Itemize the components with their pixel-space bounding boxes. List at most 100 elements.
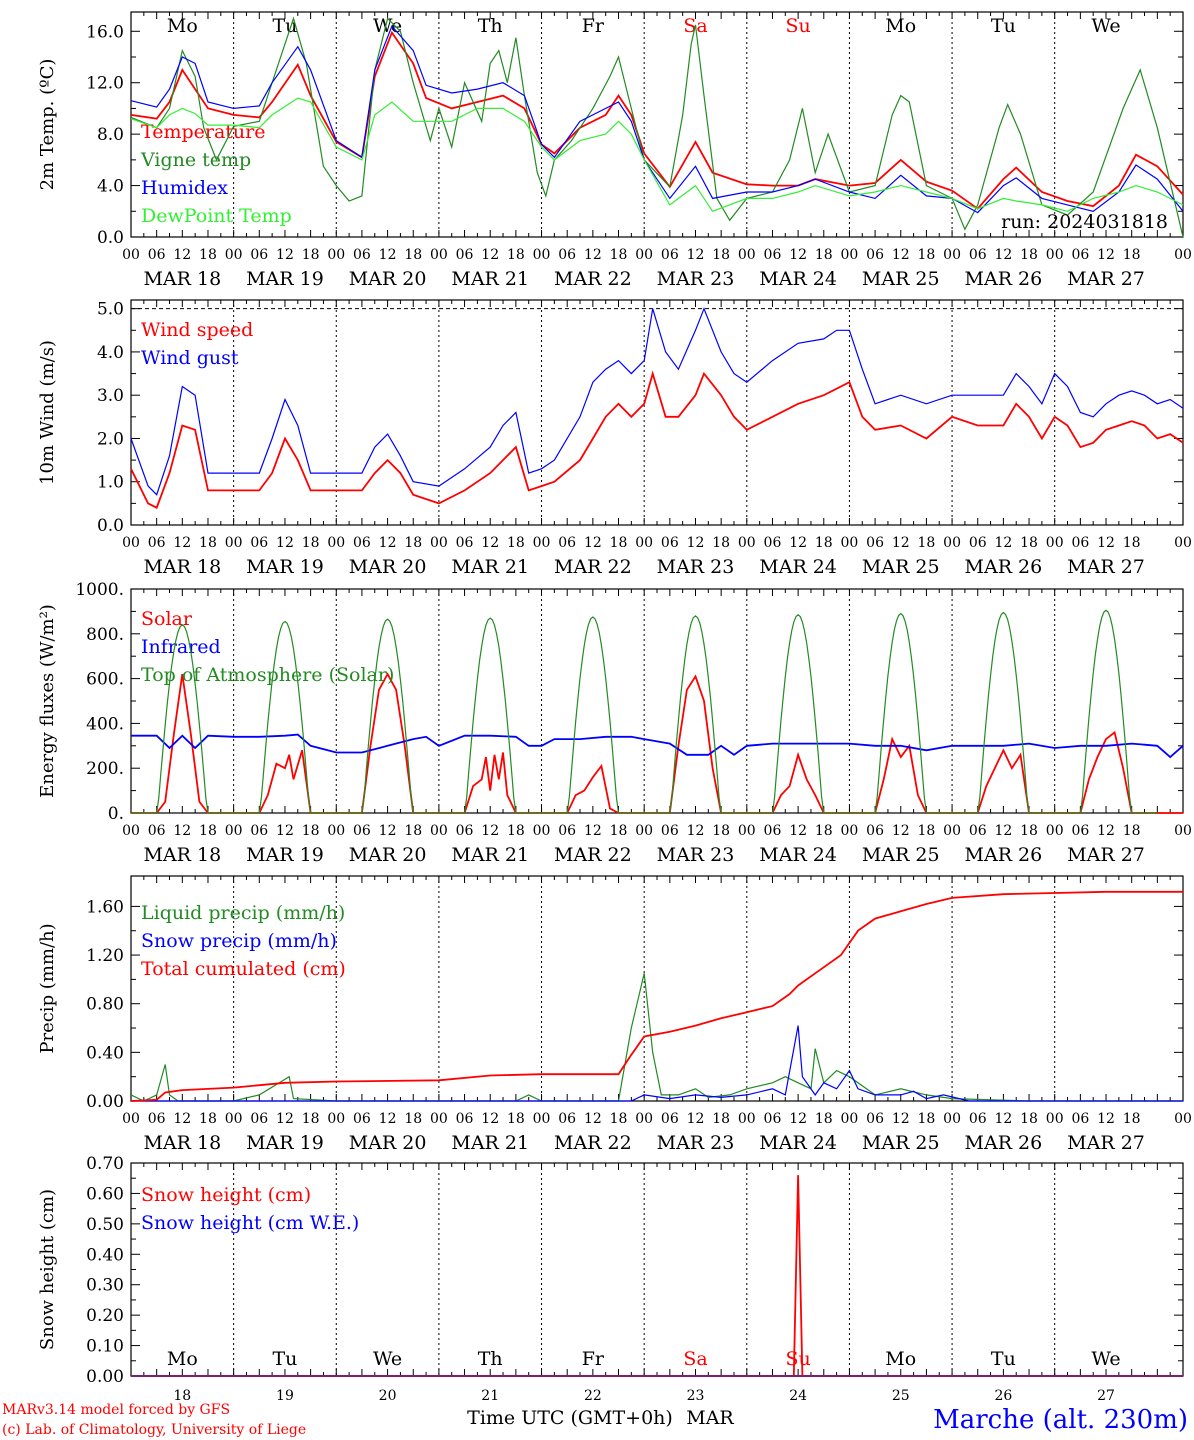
x-hour-label: 12 (687, 535, 705, 551)
x-hour-label: 00 (738, 1111, 756, 1127)
y-tick-label: 2.0 (97, 429, 124, 449)
x-date-label: MAR 26 (965, 1132, 1043, 1154)
x-hour-label: 00 (635, 1111, 653, 1127)
legend-entry: Infrared (141, 636, 221, 658)
x-hour-label: 00 (1174, 823, 1192, 839)
x-hour-label: 18 (918, 535, 936, 551)
y-tick-label: 0.60 (86, 1184, 124, 1204)
x-hour-label: 06 (764, 823, 782, 839)
x-hour-label: 18 (404, 1111, 422, 1127)
x-hour-label: 18 (1123, 247, 1141, 263)
x-date-label: MAR 24 (759, 1132, 837, 1154)
x-hour-label: 06 (250, 535, 268, 551)
x-hour-label: 18 (1020, 247, 1038, 263)
x-hour-label: 18 (815, 535, 833, 551)
credit-lab: (c) Lab. of Climatology, University of L… (2, 1422, 306, 1438)
legend-entry: Top of Atmosphere (Solar) (141, 664, 394, 686)
x-hour-label: 06 (866, 535, 884, 551)
x-hour-label: 00 (841, 247, 859, 263)
legend-entry: Total cumulated (cm) (141, 958, 346, 980)
y-tick-label: 0.80 (86, 995, 124, 1015)
x-hour-label: 18 (712, 535, 730, 551)
x-date-label: MAR 23 (657, 844, 735, 866)
x-date-label: MAR 25 (862, 556, 940, 578)
x-date-label: MAR 20 (349, 1132, 427, 1154)
weekday-label: Fr (582, 1348, 605, 1370)
weekday-label: Sa (683, 1348, 707, 1370)
x-hour-label: 00 (841, 535, 859, 551)
x-hour-label: 00 (533, 823, 551, 839)
x-date-label: MAR 23 (657, 268, 735, 290)
x-hour-label: 12 (584, 535, 602, 551)
x-hour-label: 18 (507, 535, 525, 551)
x-hour-label: 18 (610, 1111, 628, 1127)
y-tick-label: 5.0 (97, 300, 124, 320)
x-hour-label: 18 (302, 535, 320, 551)
weekday-label: Tu (272, 15, 297, 37)
x-hour-label: 12 (379, 823, 397, 839)
x-hour-label: 00 (327, 823, 345, 839)
x-date-label: MAR 19 (246, 844, 324, 866)
x-hour-label: 12 (687, 247, 705, 263)
x-hour-label: 12 (584, 823, 602, 839)
series-snow-precip-mm-h- (131, 1025, 1183, 1102)
day-number-label: 20 (379, 1388, 397, 1404)
x-hour-label: 18 (1123, 1111, 1141, 1127)
y-axis-label: Energy fluxes (W/m²) (37, 604, 58, 798)
y-axis-label: 2m Temp. (ºC) (37, 59, 58, 191)
y-tick-label: 1.60 (86, 897, 124, 917)
y-tick-label: 12.0 (86, 74, 124, 94)
x-hour-label: 18 (404, 535, 422, 551)
x-hour-label: 06 (148, 535, 166, 551)
x-hour-label: 00 (1046, 1111, 1064, 1127)
x-date-label: MAR 22 (554, 844, 632, 866)
x-hour-label: 06 (558, 247, 576, 263)
x-hour-label: 18 (507, 823, 525, 839)
x-hour-label: 12 (1097, 823, 1115, 839)
x-hour-label: 06 (456, 535, 474, 551)
x-hour-label: 06 (353, 823, 371, 839)
weekday-label: Th (478, 1348, 503, 1370)
x-hour-label: 18 (712, 247, 730, 263)
x-date-label: MAR 19 (246, 1132, 324, 1154)
x-hour-label: 12 (379, 535, 397, 551)
x-hour-label: 00 (635, 823, 653, 839)
x-hour-label: 12 (994, 247, 1012, 263)
x-hour-label: 06 (866, 247, 884, 263)
series-humidex (130, 24, 1184, 214)
x-hour-label: 06 (558, 535, 576, 551)
y-tick-label: 0.0 (97, 516, 124, 536)
x-date-label: MAR 21 (451, 844, 529, 866)
x-date-label: MAR 21 (451, 268, 529, 290)
y-tick-label: 0.50 (86, 1215, 124, 1235)
x-hour-label: 18 (610, 823, 628, 839)
x-date-label: MAR 27 (1067, 844, 1145, 866)
x-date-label: MAR 18 (143, 268, 221, 290)
legend-entry: DewPoint Temp (141, 205, 292, 227)
x-date-label: MAR 23 (657, 1132, 735, 1154)
x-hour-label: 12 (379, 1111, 397, 1127)
x-hour-label: 06 (1071, 247, 1089, 263)
x-hour-label: 00 (327, 1111, 345, 1127)
x-hour-label: 12 (892, 535, 910, 551)
x-date-label: MAR 19 (246, 556, 324, 578)
x-hour-label: 12 (892, 823, 910, 839)
x-hour-label: 00 (1046, 535, 1064, 551)
panel-energy: 0. 200. 400. 600. 800. 1000. Energy fluxes (W/… (37, 580, 1192, 866)
x-hour-label: 12 (173, 823, 191, 839)
x-hour-label: 00 (327, 535, 345, 551)
x-hour-label: 00 (122, 823, 140, 839)
y-tick-label: 0.00 (86, 1367, 124, 1387)
x-hour-label: 00 (1046, 247, 1064, 263)
weekday-label: Su (785, 15, 810, 37)
x-hour-label: 00 (225, 535, 243, 551)
weekday-label: Mo (167, 1348, 198, 1370)
x-hour-label: 12 (1097, 1111, 1115, 1127)
x-hour-label: 00 (430, 535, 448, 551)
x-hour-label: 12 (687, 823, 705, 839)
x-hour-label: 06 (764, 535, 782, 551)
weekday-label: Mo (167, 15, 198, 37)
series-liquid-precip-mm-h- (130, 973, 1183, 1102)
x-hour-label: 12 (789, 823, 807, 839)
y-axis-label: Precip (mm/h) (37, 923, 58, 1053)
